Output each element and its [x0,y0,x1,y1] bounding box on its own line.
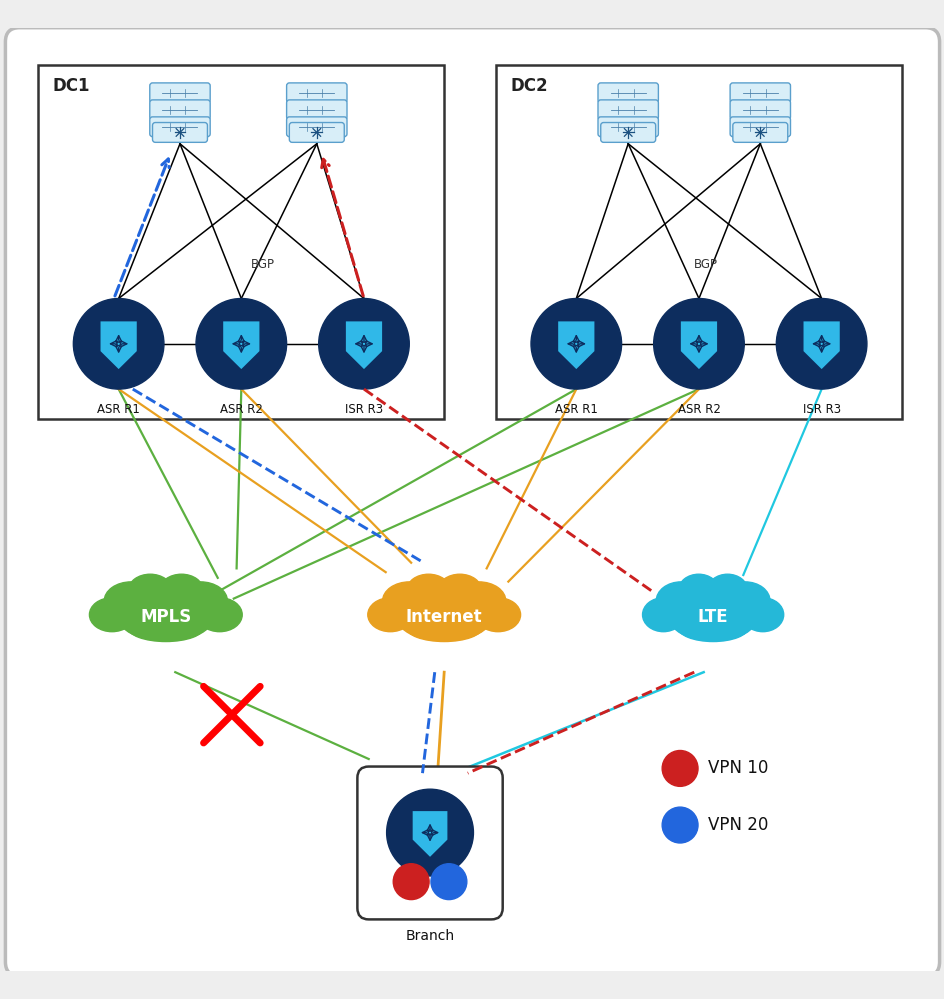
FancyBboxPatch shape [39,66,444,420]
Circle shape [776,299,866,389]
FancyBboxPatch shape [150,83,210,103]
FancyBboxPatch shape [286,117,346,137]
Ellipse shape [451,581,505,620]
Text: ASR R2: ASR R2 [220,404,262,417]
Polygon shape [802,322,839,369]
FancyBboxPatch shape [286,83,346,103]
FancyBboxPatch shape [152,123,208,142]
Polygon shape [558,322,594,369]
Ellipse shape [707,574,747,606]
Circle shape [662,807,698,843]
Ellipse shape [406,613,481,641]
Ellipse shape [128,574,172,606]
Text: VPN 10: VPN 10 [708,759,768,777]
Circle shape [386,789,473,876]
FancyBboxPatch shape [598,117,658,137]
Circle shape [74,299,163,389]
FancyBboxPatch shape [730,117,790,137]
Text: BGP: BGP [250,259,275,272]
Polygon shape [100,322,137,369]
Ellipse shape [741,597,783,631]
Ellipse shape [668,594,756,640]
FancyBboxPatch shape [598,83,658,103]
FancyBboxPatch shape [150,100,210,120]
FancyBboxPatch shape [732,123,787,142]
Ellipse shape [396,594,492,640]
Ellipse shape [160,574,203,606]
Text: ASR R2: ASR R2 [677,404,719,417]
Ellipse shape [174,581,228,620]
Text: BGP: BGP [694,259,717,272]
FancyBboxPatch shape [600,123,655,142]
FancyBboxPatch shape [730,100,790,120]
FancyBboxPatch shape [150,117,210,137]
Ellipse shape [118,594,213,640]
Ellipse shape [367,597,413,631]
Circle shape [662,750,698,786]
FancyBboxPatch shape [496,66,901,420]
Text: ASR R1: ASR R1 [554,404,598,417]
Ellipse shape [104,581,158,620]
Polygon shape [223,322,260,369]
Ellipse shape [475,597,520,631]
Circle shape [195,299,286,389]
Text: ISR R3: ISR R3 [345,404,382,417]
FancyBboxPatch shape [598,100,658,120]
Ellipse shape [677,613,748,641]
Ellipse shape [407,574,449,606]
Ellipse shape [642,597,683,631]
Polygon shape [413,811,447,857]
Circle shape [531,299,621,389]
Text: VPN 20: VPN 20 [708,816,768,834]
Circle shape [318,299,409,389]
Ellipse shape [719,581,769,620]
Circle shape [393,864,429,899]
FancyBboxPatch shape [289,123,344,142]
Text: Branch: Branch [405,929,454,943]
FancyBboxPatch shape [286,100,346,120]
Ellipse shape [382,581,436,620]
Text: Internet: Internet [406,608,482,626]
Text: LTE: LTE [697,608,728,626]
Ellipse shape [197,597,242,631]
Ellipse shape [90,597,134,631]
Ellipse shape [678,574,718,606]
FancyBboxPatch shape [6,28,938,976]
Ellipse shape [127,613,204,641]
Text: ASR R1: ASR R1 [97,404,140,417]
FancyBboxPatch shape [357,766,502,919]
Ellipse shape [655,581,705,620]
Text: DC1: DC1 [53,77,90,95]
Circle shape [653,299,744,389]
Polygon shape [680,322,716,369]
Text: ISR R3: ISR R3 [801,404,840,417]
Text: MPLS: MPLS [140,608,192,626]
Ellipse shape [438,574,481,606]
Text: DC2: DC2 [510,77,548,95]
FancyBboxPatch shape [730,83,790,103]
Circle shape [430,864,466,899]
Polygon shape [346,322,381,369]
